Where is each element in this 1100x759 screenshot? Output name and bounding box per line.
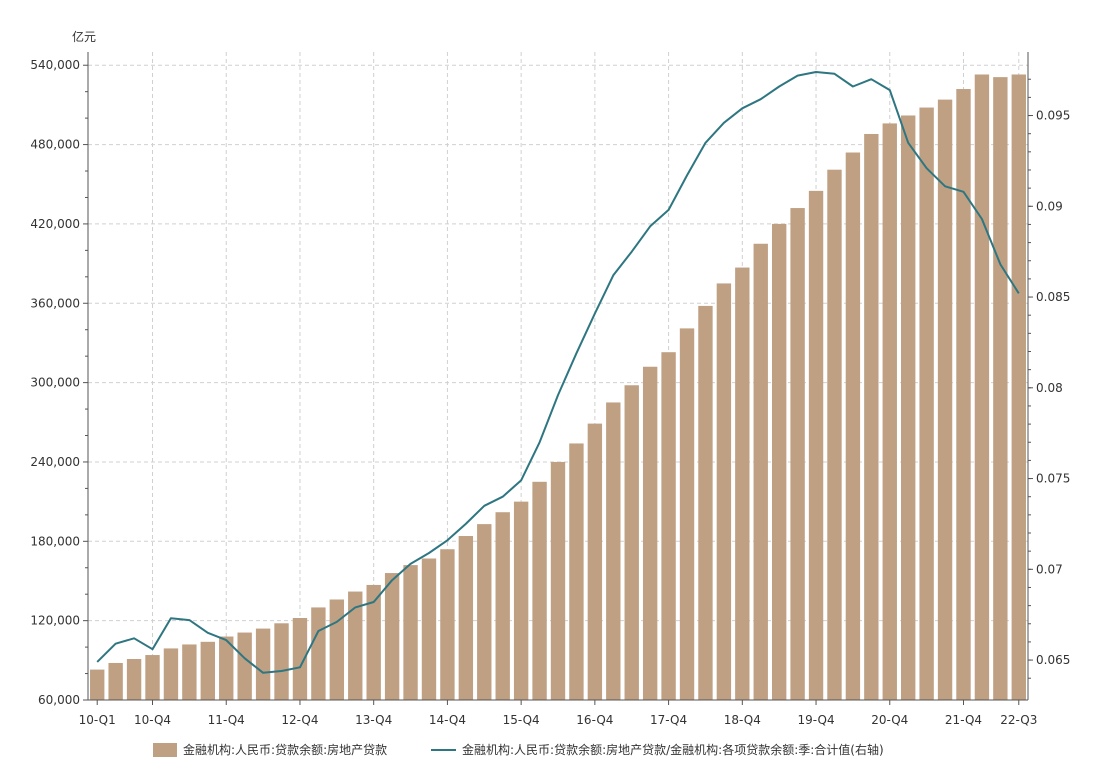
bar	[956, 89, 971, 701]
bar	[974, 74, 990, 701]
bar	[937, 99, 953, 701]
bar	[679, 328, 695, 700]
bar	[550, 461, 566, 700]
bar	[237, 632, 252, 700]
bar	[624, 385, 639, 700]
bar	[200, 641, 215, 700]
bar	[219, 636, 234, 700]
bar	[587, 423, 603, 700]
bar	[477, 524, 492, 700]
x-tick-label: 10-Q4	[134, 713, 171, 727]
x-tick-label: 15-Q4	[503, 713, 540, 727]
axes: 60,000 120,000 180,000 240,000 300,000 360,00…	[30, 52, 1070, 727]
y-right-tick-label: 0.085	[1036, 290, 1070, 304]
bar	[163, 648, 179, 700]
y-right-tick-label: 0.065	[1036, 653, 1070, 667]
bar	[292, 618, 308, 700]
x-tick-label: 10-Q1	[79, 713, 116, 727]
x-tick-label: 19-Q4	[797, 713, 834, 727]
x-tick-label: 13-Q4	[355, 713, 392, 727]
bar	[1011, 74, 1026, 701]
y-left-tick-label: 540,000	[30, 58, 80, 72]
x-tick-label: 17-Q4	[650, 713, 687, 727]
ratio-line	[96, 71, 1020, 674]
bar	[790, 208, 805, 700]
bar	[421, 558, 437, 700]
bar	[145, 655, 160, 700]
bar	[348, 591, 363, 700]
x-tick-label: 12-Q4	[281, 713, 318, 727]
bar	[126, 659, 142, 700]
x-tick-label: 14-Q4	[429, 713, 466, 727]
y-right-tick-label: 0.09	[1036, 199, 1063, 213]
bar	[901, 115, 916, 701]
bar	[642, 366, 658, 700]
bar	[403, 565, 418, 700]
bar	[882, 123, 897, 701]
legend-bar-swatch	[153, 743, 177, 757]
bar	[661, 352, 676, 700]
bar	[495, 512, 510, 700]
y-left-tick-label: 120,000	[30, 614, 80, 628]
bar	[274, 623, 289, 700]
bar	[311, 607, 326, 700]
y-right-tick-label: 0.095	[1036, 109, 1070, 123]
legend-bar-label: 金融机构:人民币:贷款余额:房地产贷款	[183, 742, 387, 757]
bar	[329, 599, 345, 700]
bar	[440, 549, 455, 700]
bar	[90, 669, 105, 700]
x-tick-label: 11-Q4	[208, 713, 245, 727]
x-tick-label: 16-Q4	[576, 713, 613, 727]
bar	[864, 133, 879, 701]
legend: 金融机构:人民币:贷款余额:房地产贷款 金融机构:人民币:贷款余额:房地产贷款/…	[153, 742, 884, 757]
x-tick-label: 18-Q4	[724, 713, 761, 727]
bar	[569, 443, 584, 700]
y-left-tick-label: 480,000	[30, 138, 80, 152]
x-tick-label: 21-Q4	[945, 713, 982, 727]
line-series	[96, 71, 1020, 674]
bar	[606, 402, 621, 700]
bar	[182, 644, 197, 700]
bar	[771, 223, 787, 700]
bar-series	[90, 74, 1026, 701]
y-left-tick-label: 180,000	[30, 534, 80, 548]
bar	[993, 77, 1008, 701]
bar	[735, 267, 750, 700]
y-left-tick-label: 240,000	[30, 455, 80, 469]
x-tick-label: 20-Q4	[871, 713, 908, 727]
bar	[366, 584, 381, 700]
bar	[108, 662, 123, 700]
y-left-tick-label: 420,000	[30, 217, 80, 231]
y-right-tick-label: 0.07	[1036, 562, 1063, 576]
bar	[698, 305, 713, 700]
y-right-tick-label: 0.075	[1036, 472, 1070, 486]
bar	[753, 243, 768, 700]
bar	[532, 481, 547, 700]
y-right-tick-label: 0.08	[1036, 381, 1063, 395]
legend-line-label: 金融机构:人民币:贷款余额:房地产贷款/金融机构:各项贷款余额:季:合计值(右轴…	[462, 742, 884, 757]
bar	[919, 107, 934, 701]
bar	[827, 169, 842, 701]
left-axis-unit-label: 亿元	[72, 29, 96, 44]
bar	[513, 501, 529, 700]
y-left-tick-label: 60,000	[38, 693, 80, 707]
bar	[384, 573, 400, 700]
y-left-tick-label: 360,000	[30, 296, 80, 310]
bar	[458, 536, 474, 700]
bar	[255, 628, 271, 700]
y-left-tick-label: 300,000	[30, 376, 80, 390]
x-tick-label: 22-Q3	[1000, 713, 1037, 727]
bar	[808, 190, 824, 700]
bar	[845, 152, 861, 701]
bar	[716, 283, 732, 700]
